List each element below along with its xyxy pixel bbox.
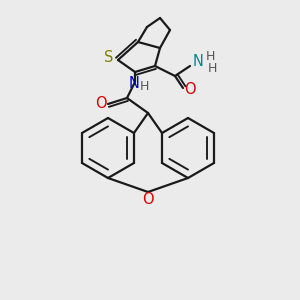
Text: H: H [205, 50, 215, 62]
Text: O: O [142, 191, 154, 206]
Text: H: H [207, 61, 217, 74]
Text: N: N [193, 55, 203, 70]
Text: H: H [139, 80, 149, 94]
Text: O: O [184, 82, 196, 97]
Text: S: S [104, 50, 114, 65]
Text: O: O [95, 95, 107, 110]
Text: N: N [129, 76, 140, 91]
